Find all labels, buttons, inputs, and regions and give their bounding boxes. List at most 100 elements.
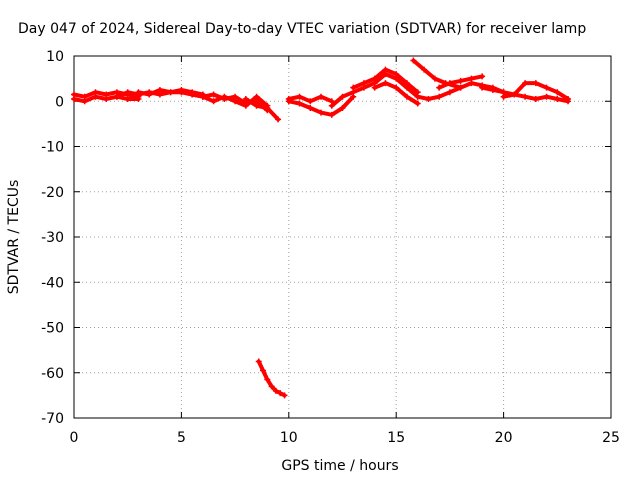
data-point [103, 95, 110, 102]
data-point [479, 84, 486, 91]
data-point [468, 75, 475, 82]
data-point [242, 95, 249, 102]
data-point [543, 93, 550, 100]
data-point [403, 80, 410, 87]
data-point [210, 98, 217, 105]
data-point [393, 84, 400, 91]
data-point [189, 91, 196, 98]
data-point [489, 86, 496, 93]
data-point [264, 105, 271, 112]
data-point [565, 95, 572, 102]
grid-layer [74, 56, 611, 418]
data-point [318, 93, 325, 100]
data-point [371, 75, 378, 82]
data-point [268, 383, 275, 390]
data-point [113, 93, 120, 100]
data-point [382, 66, 389, 73]
data-point [436, 93, 443, 100]
y-tick-label: 10 [46, 49, 64, 65]
data-point [275, 116, 282, 123]
data-point [360, 80, 367, 87]
data-point [296, 100, 303, 107]
series-layer [71, 57, 572, 399]
data-point [425, 95, 432, 102]
data-point [511, 91, 518, 98]
data-point [156, 86, 163, 93]
data-point [410, 57, 417, 64]
data-point [81, 98, 88, 105]
data-point [382, 80, 389, 87]
data-point [178, 89, 185, 96]
data-point [199, 93, 206, 100]
data-point [543, 84, 550, 91]
data-point [221, 95, 228, 102]
data-point [414, 100, 421, 107]
data-point [328, 102, 335, 109]
data-point [457, 84, 464, 91]
data-point [436, 84, 443, 91]
y-tick-label: -70 [41, 411, 64, 427]
x-tick-label: 20 [495, 430, 513, 446]
data-point [500, 93, 507, 100]
data-point [281, 392, 288, 399]
x-tick-label: 25 [602, 430, 620, 446]
data-point [92, 93, 99, 100]
series-band-8-9 [243, 97, 281, 122]
data-point [339, 105, 346, 112]
data-point [167, 89, 174, 96]
data-point [554, 89, 561, 96]
data-point [253, 102, 260, 109]
data-point [532, 95, 539, 102]
data-point [124, 89, 131, 96]
x-tick-label: 10 [280, 430, 298, 446]
data-point [71, 95, 77, 102]
data-point [264, 376, 271, 383]
data-point [260, 367, 267, 374]
data-point [532, 80, 539, 87]
data-point [339, 93, 346, 100]
data-point [371, 84, 378, 91]
data-point [522, 93, 529, 100]
data-point [446, 89, 453, 96]
data-point [350, 84, 357, 91]
y-tick-label: -30 [41, 230, 64, 246]
x-tick-label: 5 [177, 430, 186, 446]
data-point [307, 105, 314, 112]
data-point [277, 390, 284, 397]
data-point [272, 387, 279, 394]
data-point [457, 77, 464, 84]
data-point [554, 95, 561, 102]
tick-layer: 0 5 10 15 20 25 -70 -60 -50 -40 -30 -20 -10 0 10 [41, 49, 620, 446]
chart-title: Day 047 of 2024, Sidereal Day-to-day VTE… [18, 21, 586, 37]
data-point [124, 95, 131, 102]
data-point [135, 89, 142, 96]
y-tick-label: -50 [41, 321, 64, 337]
data-point [210, 91, 217, 98]
y-tick-label: 0 [55, 94, 64, 110]
data-point [232, 93, 239, 100]
data-point [307, 98, 314, 105]
data-point [318, 109, 325, 116]
x-tick-label: 0 [70, 430, 79, 446]
data-point [421, 66, 428, 73]
data-point [403, 93, 410, 100]
y-tick-label: -40 [41, 275, 64, 291]
data-point [393, 71, 400, 78]
y-axis-label: SDTVAR / TECUs [6, 180, 22, 295]
data-point [328, 111, 335, 118]
y-tick-label: -60 [41, 366, 64, 382]
y-tick-label: -10 [41, 140, 64, 156]
x-axis-label: GPS time / hours [281, 458, 398, 474]
data-point [446, 80, 453, 87]
data-point [431, 75, 438, 82]
x-tick-label: 15 [387, 430, 405, 446]
data-point [296, 93, 303, 100]
data-point [285, 95, 292, 102]
data-point [146, 91, 153, 98]
data-point [479, 73, 486, 80]
data-point [522, 80, 529, 87]
data-point [414, 93, 421, 100]
y-tick-label: -20 [41, 185, 64, 201]
data-point [255, 358, 262, 365]
